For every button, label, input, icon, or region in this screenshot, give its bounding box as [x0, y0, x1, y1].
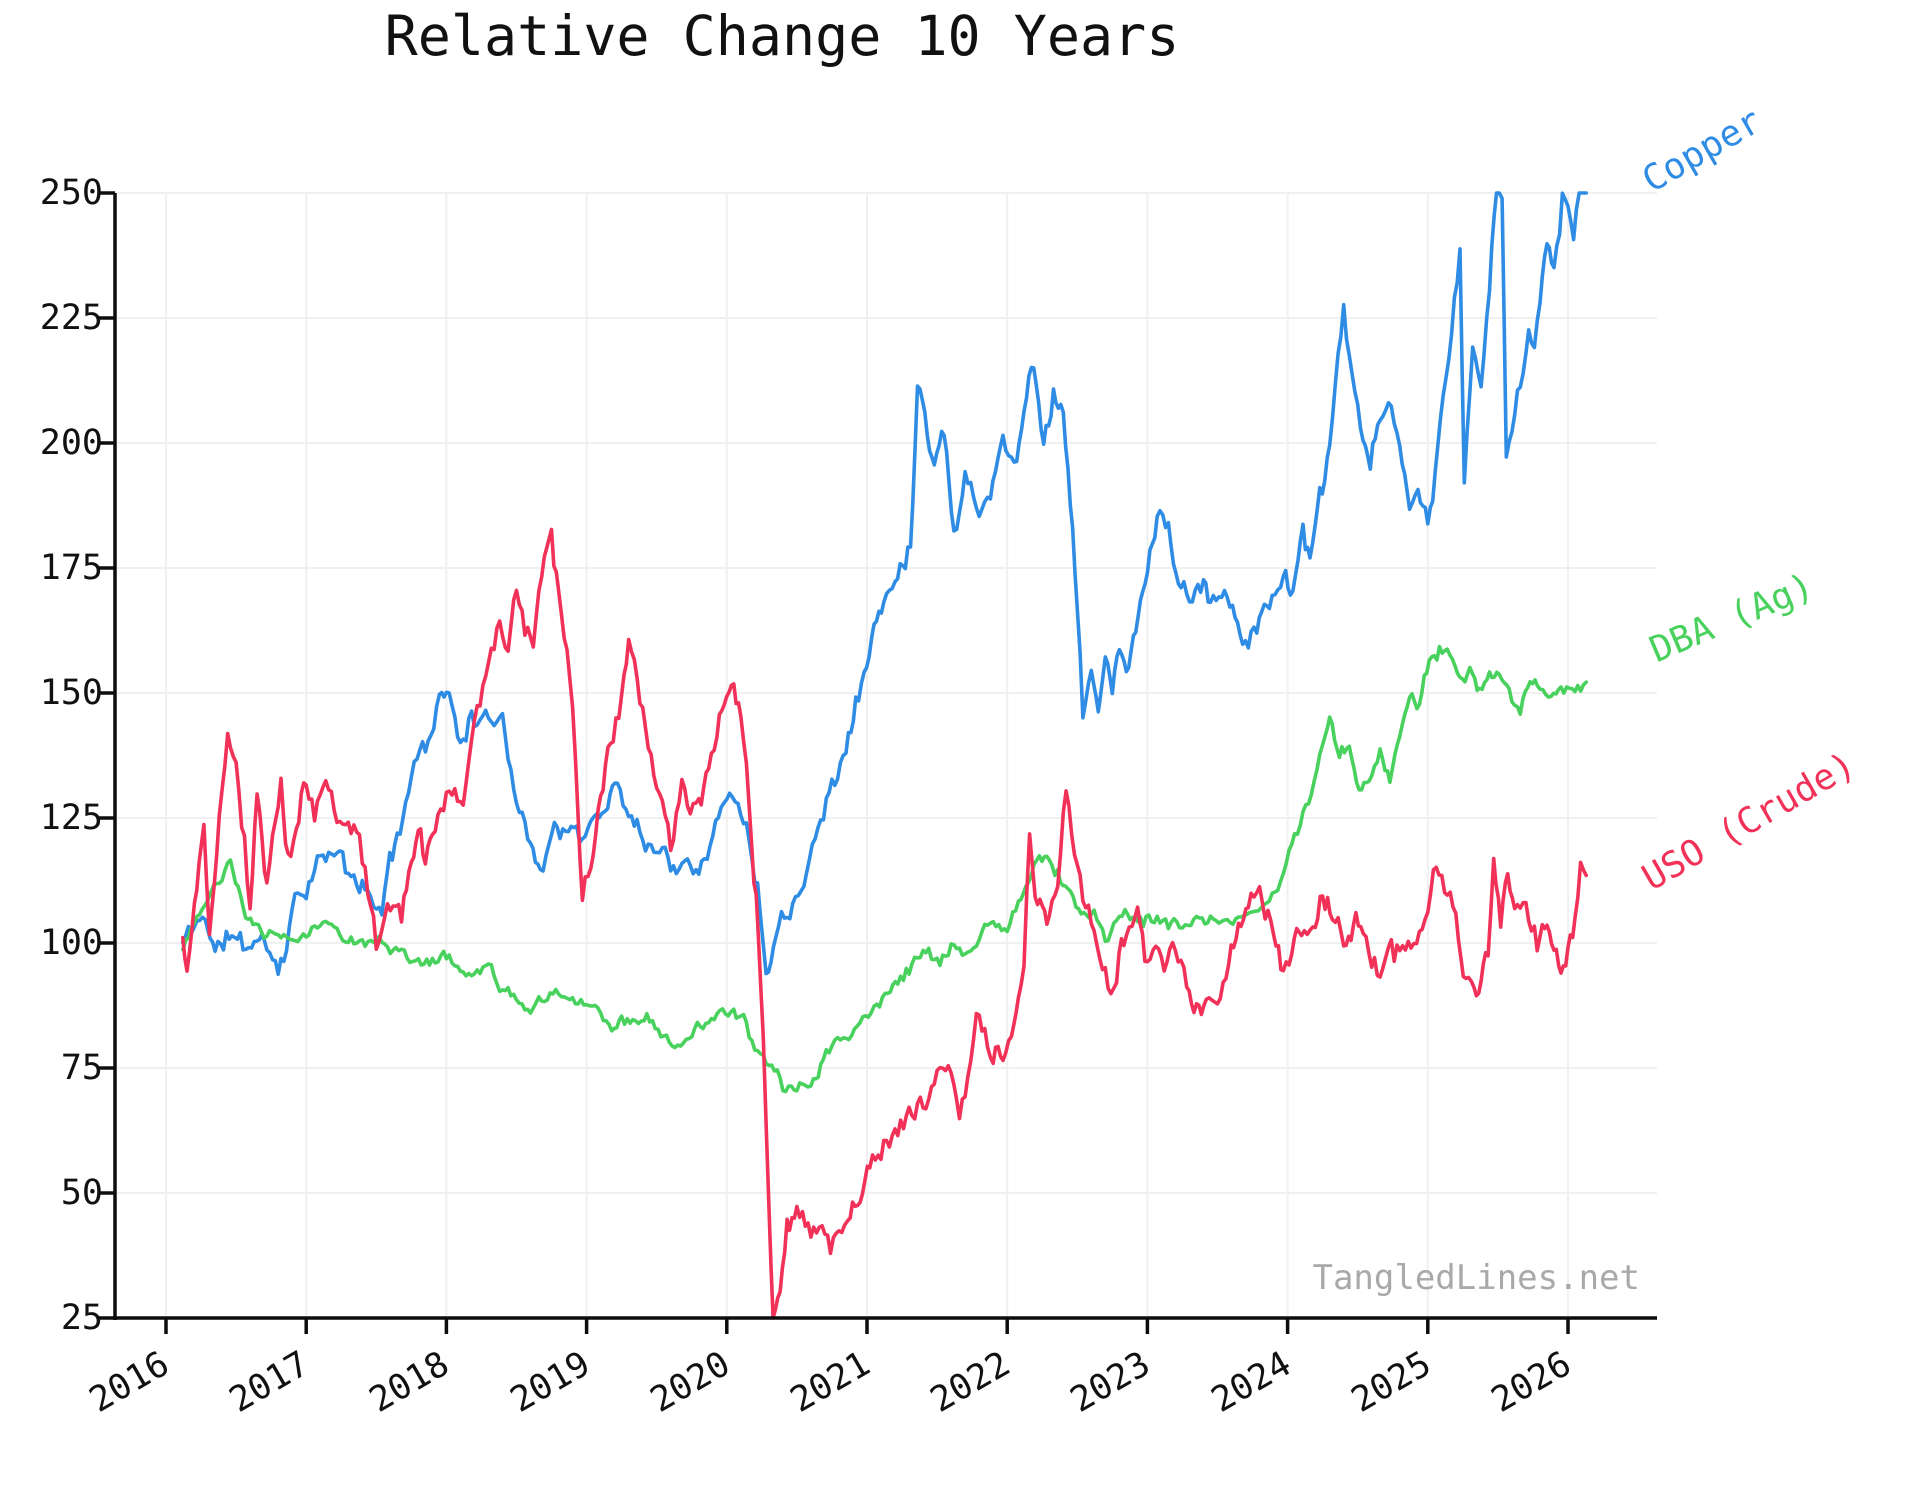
y-tick-label: 150 [39, 673, 103, 713]
watermark: TangledLines.net [1312, 1258, 1640, 1298]
y-tick-label: 75 [60, 1048, 103, 1088]
y-tick-label: 200 [39, 423, 103, 463]
series-line-dba [181, 644, 1588, 1094]
chart-figure: Relative Change 10 Years 25 50 75 100 125 150… [39, 4, 1863, 1421]
y-tick-label: 50 [60, 1173, 103, 1213]
y-tick-label: 25 [60, 1298, 103, 1338]
y-tick-label: 175 [39, 548, 103, 588]
chart-title: Relative Change 10 Years [384, 4, 1180, 68]
series-line-copper [181, 191, 1588, 976]
y-tick-label: 250 [39, 173, 103, 213]
series-line-uso [181, 527, 1588, 1320]
y-tick-label: 100 [39, 923, 103, 963]
plot-area [99, 191, 1657, 1334]
y-tick-label: 125 [39, 798, 103, 838]
y-tick-label: 225 [39, 298, 103, 338]
